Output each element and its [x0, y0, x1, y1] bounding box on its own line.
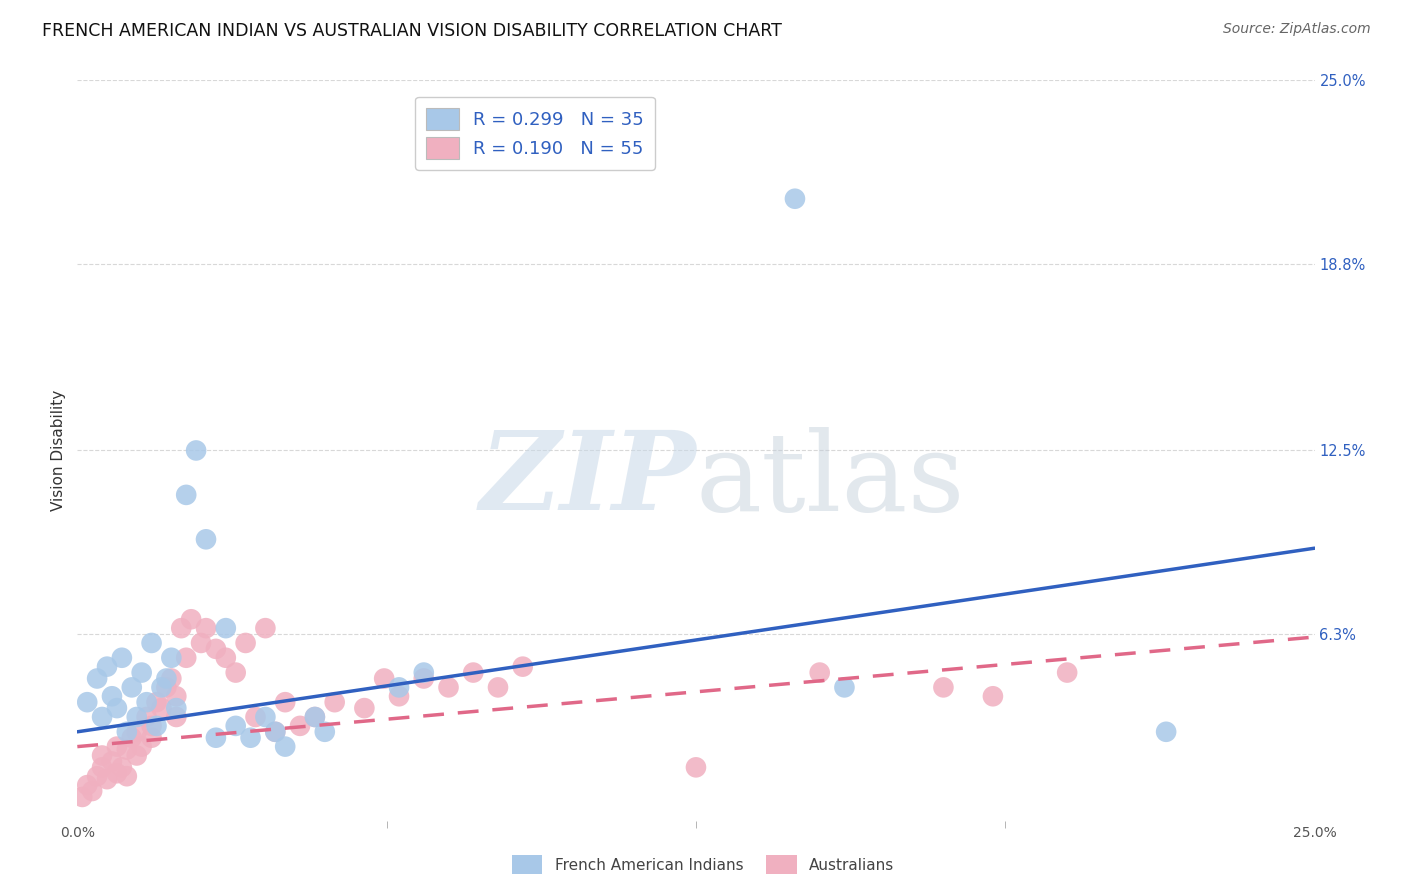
- Point: [96, 659, 118, 673]
- Point: [388, 681, 411, 695]
- Point: [274, 739, 297, 754]
- Point: [205, 641, 228, 656]
- Point: [115, 724, 138, 739]
- Point: [101, 755, 124, 769]
- Point: [388, 690, 411, 704]
- Point: [150, 681, 173, 695]
- Point: [304, 710, 326, 724]
- Point: [135, 695, 157, 709]
- Point: [145, 695, 167, 709]
- Point: [184, 443, 207, 458]
- Point: [254, 621, 277, 635]
- Point: [323, 695, 346, 709]
- Point: [834, 681, 856, 695]
- Point: [111, 760, 134, 774]
- Point: [105, 766, 128, 780]
- Point: [125, 724, 148, 739]
- Point: [304, 710, 326, 724]
- Point: [225, 665, 247, 680]
- Legend: R = 0.299   N = 35, R = 0.190   N = 55: R = 0.299 N = 35, R = 0.190 N = 55: [415, 96, 655, 169]
- Point: [72, 789, 94, 804]
- Point: [115, 769, 138, 783]
- Point: [195, 621, 218, 635]
- Point: [76, 778, 98, 792]
- Point: [170, 621, 193, 635]
- Point: [91, 710, 114, 724]
- Point: [373, 672, 395, 686]
- Point: [215, 621, 238, 635]
- Point: [783, 192, 806, 206]
- Point: [135, 710, 157, 724]
- Point: [274, 695, 297, 709]
- Point: [115, 742, 138, 756]
- Point: [141, 636, 163, 650]
- Point: [254, 710, 277, 724]
- Point: [463, 665, 485, 680]
- Point: [141, 719, 163, 733]
- Point: [1056, 665, 1078, 680]
- Point: [932, 681, 955, 695]
- Point: [125, 748, 148, 763]
- Point: [165, 710, 187, 724]
- Point: [437, 681, 460, 695]
- Point: [1154, 724, 1177, 739]
- Point: [215, 650, 238, 665]
- Point: [190, 636, 212, 650]
- Point: [165, 690, 187, 704]
- Point: [101, 690, 124, 704]
- Point: [96, 772, 118, 787]
- Point: [91, 748, 114, 763]
- Point: [105, 701, 128, 715]
- Point: [111, 650, 134, 665]
- Point: [264, 724, 287, 739]
- Text: FRENCH AMERICAN INDIAN VS AUSTRALIAN VISION DISABILITY CORRELATION CHART: FRENCH AMERICAN INDIAN VS AUSTRALIAN VIS…: [42, 22, 782, 40]
- Point: [486, 681, 509, 695]
- Point: [160, 672, 183, 686]
- Point: [121, 731, 143, 745]
- Point: [131, 739, 153, 754]
- Point: [174, 650, 197, 665]
- Point: [155, 681, 177, 695]
- Point: [150, 701, 173, 715]
- Point: [86, 672, 108, 686]
- Point: [264, 724, 287, 739]
- Point: [82, 784, 104, 798]
- Point: [808, 665, 831, 680]
- Point: [86, 769, 108, 783]
- Point: [160, 650, 183, 665]
- Point: [165, 701, 187, 715]
- Point: [512, 659, 534, 673]
- Point: [353, 701, 375, 715]
- Point: [195, 533, 218, 547]
- Point: [91, 760, 114, 774]
- Point: [314, 724, 336, 739]
- Point: [981, 690, 1004, 704]
- Point: [288, 719, 311, 733]
- Text: atlas: atlas: [696, 426, 966, 533]
- Point: [205, 731, 228, 745]
- Point: [125, 710, 148, 724]
- Text: Source: ZipAtlas.com: Source: ZipAtlas.com: [1223, 22, 1371, 37]
- Point: [121, 681, 143, 695]
- Point: [412, 665, 434, 680]
- Point: [155, 672, 177, 686]
- Point: [145, 719, 167, 733]
- Point: [225, 719, 247, 733]
- Point: [245, 710, 267, 724]
- Text: ZIP: ZIP: [479, 426, 696, 533]
- Point: [105, 739, 128, 754]
- Point: [239, 731, 262, 745]
- Point: [412, 672, 434, 686]
- Y-axis label: Vision Disability: Vision Disability: [51, 390, 66, 511]
- Point: [76, 695, 98, 709]
- Point: [180, 612, 202, 626]
- Legend: French American Indians, Australians: French American Indians, Australians: [506, 849, 900, 880]
- Point: [131, 665, 153, 680]
- Point: [174, 488, 197, 502]
- Point: [235, 636, 257, 650]
- Point: [141, 731, 163, 745]
- Point: [685, 760, 707, 774]
